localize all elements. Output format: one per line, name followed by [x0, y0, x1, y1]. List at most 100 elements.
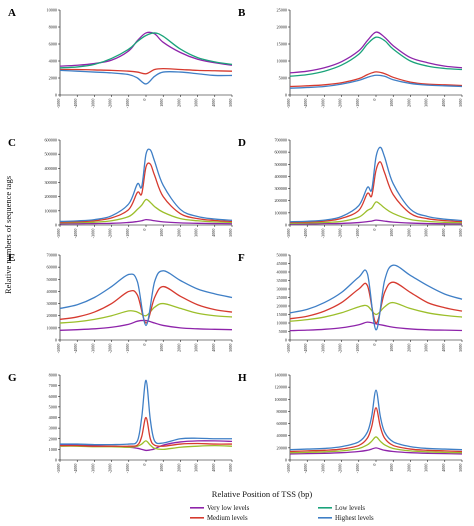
y-tick-label: 1000	[49, 447, 57, 452]
y-tick-label: 20000	[277, 445, 287, 450]
x-axis-title: Relative Position of TSS (bp)	[212, 489, 313, 499]
y-tick-label: 10000	[277, 321, 287, 326]
x-tick-label: -2000	[108, 99, 113, 109]
series-line-highest-levels	[59, 270, 233, 327]
panel-letter: G	[8, 372, 17, 384]
x-tick-label: -3000	[90, 229, 95, 239]
y-tick-label: 80000	[277, 409, 287, 414]
x-tick-label: 5000	[458, 344, 463, 352]
y-tick-label: 45000	[277, 261, 287, 266]
x-tick-label: 3000	[194, 99, 199, 107]
y-tick-label: 400000	[44, 166, 57, 171]
x-tick-label: 0	[142, 99, 147, 101]
x-tick-label: -2000	[108, 344, 113, 354]
x-tick-label: -4000	[73, 99, 78, 109]
series-line-medium-levels	[289, 407, 463, 453]
y-tick-label: 500000	[274, 162, 287, 167]
y-tick-label: 5000	[279, 76, 287, 81]
series-line-low-levels	[289, 201, 463, 224]
y-tick-label: 200000	[44, 194, 57, 199]
panel-letter: H	[238, 372, 247, 384]
x-tick-label: -1000	[355, 464, 360, 474]
x-tick-label: -2000	[338, 99, 343, 109]
x-tick-label: -2000	[108, 229, 113, 239]
y-tick-label: 140000	[274, 373, 287, 378]
x-tick-label: 1000	[159, 464, 164, 472]
x-tick-label: -3000	[320, 344, 325, 354]
series-line-medium-levels	[59, 162, 233, 223]
series-line-highest-levels	[289, 264, 463, 331]
panel-H: H020000400006000080000100000120000140000…	[238, 372, 463, 473]
x-tick-label: 2000	[406, 99, 411, 107]
y-tick-label: 100000	[274, 210, 287, 215]
x-tick-label: 4000	[441, 464, 446, 472]
series-line-medium-levels	[59, 416, 233, 447]
x-tick-label: -2000	[338, 229, 343, 239]
y-tick-label: 0	[285, 223, 287, 228]
series-line-low-levels	[289, 436, 463, 454]
x-tick-label: 4000	[211, 99, 216, 107]
x-tick-label: -4000	[303, 464, 308, 474]
y-tick-label: 50000	[277, 253, 287, 258]
x-tick-label: -3000	[320, 99, 325, 109]
x-tick-label: -4000	[73, 229, 78, 239]
x-tick-label: 3000	[424, 464, 429, 472]
y-tick-label: 50000	[47, 277, 57, 282]
x-tick-label: -2000	[108, 464, 113, 474]
x-tick-label: -5000	[286, 464, 291, 474]
x-tick-label: 3000	[424, 229, 429, 237]
y-tick-label: 0	[285, 338, 287, 343]
x-tick-label: 1000	[389, 99, 394, 107]
x-tick-label: -2000	[338, 344, 343, 354]
y-tick-label: 300000	[44, 180, 57, 185]
series-line-low-levels	[289, 36, 463, 77]
y-tick-label: 15000	[277, 312, 287, 317]
y-tick-label: 20000	[277, 304, 287, 309]
panel-E: E010000200003000040000500006000070000-50…	[8, 252, 233, 353]
y-tick-label: 40000	[277, 270, 287, 275]
y-tick-label: 30000	[47, 301, 57, 306]
x-tick-label: -4000	[303, 99, 308, 109]
y-tick-label: 60000	[277, 421, 287, 426]
y-tick-label: 3000	[49, 426, 57, 431]
x-tick-label: 5000	[458, 464, 463, 472]
x-tick-label: 4000	[211, 464, 216, 472]
y-tick-label: 5000	[49, 404, 57, 409]
y-axis-title: Relative numbers of sequence tags	[3, 176, 13, 294]
series-line-highest-levels	[59, 148, 233, 223]
x-tick-label: 1000	[159, 229, 164, 237]
x-tick-label: 0	[372, 229, 377, 231]
panel-G: G 0 1000 2000 3000 4000 5000 6000 7000 8000 -5000 -…	[8, 372, 233, 473]
y-tick-label: 8000	[49, 373, 57, 378]
series-line-low-levels	[59, 198, 233, 224]
x-tick-label: 1000	[159, 99, 164, 107]
y-tick-label: 25000	[277, 295, 287, 300]
y-tick-label: 600000	[44, 138, 57, 143]
y-tick-label: 7000	[49, 383, 57, 388]
y-tick-label: 0	[55, 93, 57, 98]
y-tick-label: 30000	[277, 287, 287, 292]
x-tick-label: -4000	[73, 464, 78, 474]
y-tick-label: 6000	[49, 42, 57, 47]
y-tick-label: 120000	[274, 385, 287, 390]
x-tick-label: 4000	[441, 344, 446, 352]
x-tick-label: 5000	[458, 99, 463, 107]
x-tick-label: 3000	[194, 344, 199, 352]
x-tick-label: -1000	[125, 344, 130, 354]
legend: Very low levels Low levels Medium levels Hi…	[190, 505, 374, 522]
series-line-very-low-levels	[289, 31, 463, 74]
x-tick-label: 0	[372, 99, 377, 101]
series-line-medium-levels	[289, 71, 463, 88]
legend-item-medium-levels: Medium levels	[190, 515, 248, 522]
series-line-very-low-levels	[289, 321, 463, 332]
y-tick-label: 40000	[47, 289, 57, 294]
series-line-very-low-levels	[59, 218, 233, 225]
x-tick-label: 3000	[424, 99, 429, 107]
y-tick-label: 4000	[49, 415, 57, 420]
x-tick-label: -1000	[125, 99, 130, 109]
y-tick-label: 500000	[44, 152, 57, 157]
x-tick-label: 5000	[458, 229, 463, 237]
x-tick-label: 3000	[194, 464, 199, 472]
y-tick-label: 0	[55, 338, 57, 343]
